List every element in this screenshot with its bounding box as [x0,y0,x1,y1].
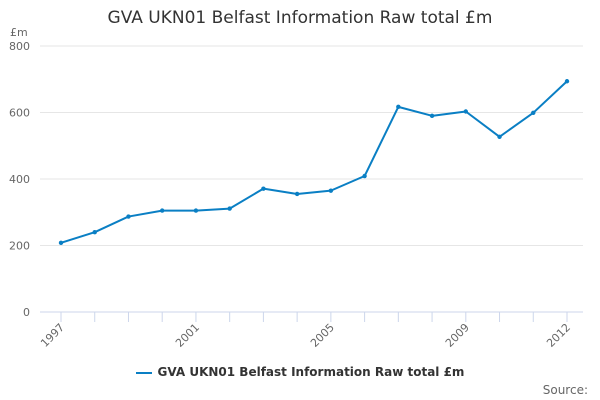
data-point [463,109,468,114]
x-tick-label: 2005 [308,321,337,350]
data-point [497,134,502,139]
data-point [92,230,97,235]
data-point [294,191,300,197]
y-tick-label: 200 [9,240,30,253]
data-point [531,110,536,116]
y-tick-label: 800 [9,40,30,53]
data-point [227,206,232,211]
legend-item[interactable]: GVA UKN01 Belfast Information Raw total … [0,365,600,379]
x-tick-label: 2012 [544,321,573,350]
legend-swatch [135,371,152,374]
x-tick-label: 2001 [173,321,202,350]
data-point [126,214,131,219]
x-tick-label: 2009 [443,321,472,350]
y-tick-label: 0 [23,306,30,319]
data-point [328,188,334,193]
data-point [193,208,199,213]
x-tick-label: 1997 [38,321,67,350]
data-point [362,173,367,179]
data-point [564,79,570,84]
data-point [160,208,165,213]
y-tick-label: 400 [9,173,30,186]
data-point [58,240,64,246]
source-label: Source: [542,383,588,397]
data-point [261,186,266,191]
series-line [60,80,568,244]
y-axis-unit: £m [10,26,28,39]
chart-title: GVA UKN01 Belfast Information Raw total … [107,8,493,28]
data-point [396,104,401,110]
data-point [429,113,435,119]
y-tick-label: 600 [9,107,30,120]
legend-label: GVA UKN01 Belfast Information Raw total … [157,365,465,379]
